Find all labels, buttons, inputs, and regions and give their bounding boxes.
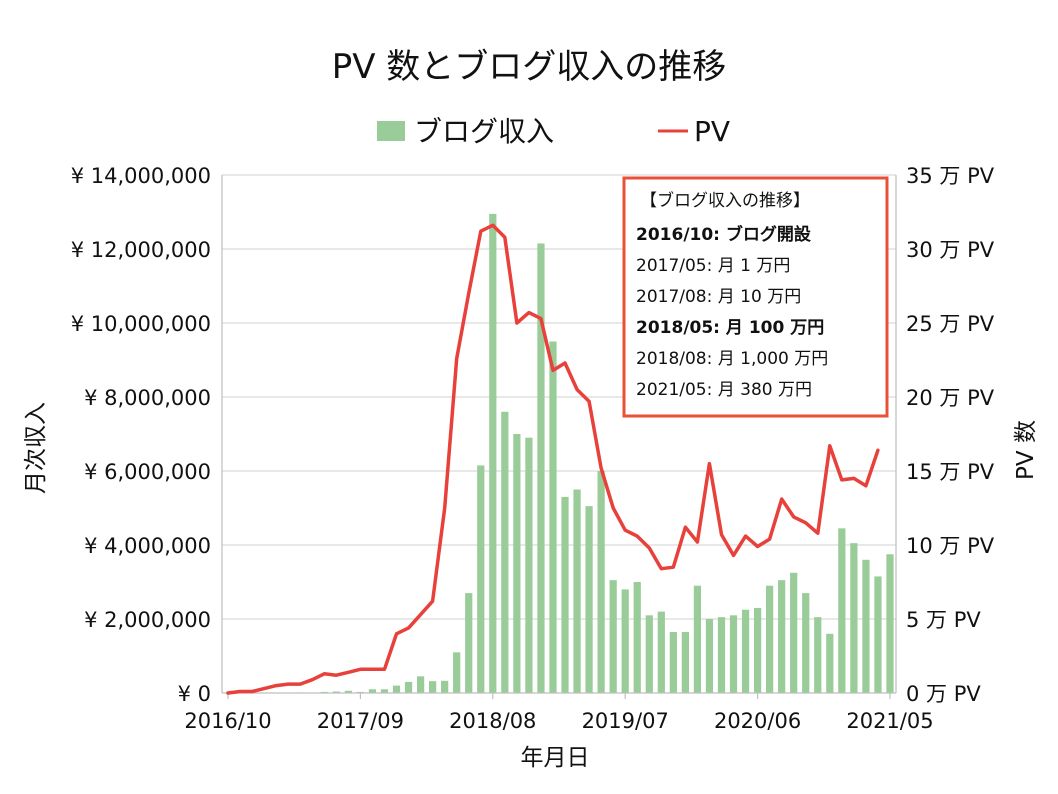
annotation-line: 2017/08: 月 10 万円 <box>636 287 801 307</box>
bar-2020-06 <box>753 607 762 693</box>
bar-2019-10 <box>657 611 665 693</box>
bar-2019-06 <box>609 580 617 693</box>
line-series <box>226 223 880 695</box>
x-tick-label: 2019/07 <box>582 709 669 733</box>
bar-2018-08 <box>489 213 497 693</box>
bar-2018-05 <box>453 652 461 693</box>
annotation-lines: 2016/10: ブログ開設 2017/05: 月 1 万円 2017/08: 月 … <box>636 224 828 400</box>
annotation-title: 【ブログ収入の推移】 <box>640 190 810 211</box>
legend-label-bar: ブログ収入 <box>414 115 554 148</box>
bar-2020-05 <box>741 609 750 693</box>
bar-2020-02 <box>705 619 714 693</box>
bar-2020-04 <box>729 615 738 693</box>
bar-2020-09 <box>790 572 798 693</box>
gridlines <box>222 174 896 620</box>
bar-2018-10 <box>513 434 521 693</box>
annotation-frame <box>622 176 889 418</box>
legend: ブログ収入 PV <box>377 115 730 148</box>
bar-2018-04 <box>441 680 449 693</box>
bar-2019-08 <box>633 582 641 693</box>
bar-2019-12 <box>681 631 689 693</box>
y-left-tick-label: ¥ 10,000,000 <box>71 312 211 336</box>
y-right-tick-label: 25 万 PV <box>906 312 995 336</box>
bar-2019-11 <box>669 631 677 693</box>
bar-2017-12 <box>392 685 401 693</box>
bar-2019-03 <box>573 489 581 693</box>
x-tick-label: 2021/05 <box>846 709 933 733</box>
bar-2020-11 <box>814 617 822 693</box>
y-axis-left-title: 月次収入 <box>23 402 49 494</box>
tick-labels: ¥ 0 0 万 PV ¥ 2,000,000 5 万 PV ¥ 4,000,000 10 … <box>71 164 995 733</box>
bar-2019-07 <box>621 589 629 693</box>
bar-2021-03 <box>862 559 870 693</box>
bar-2021-05 <box>886 554 894 693</box>
y-right-tick-label: 5 万 PV <box>906 608 981 632</box>
y-right-tick-label: 15 万 PV <box>906 460 995 484</box>
bar-2019-02 <box>561 496 569 693</box>
bar-2017-11 <box>380 689 389 693</box>
bar-2017-08 <box>344 690 352 693</box>
x-tick-label: 2016/10 <box>184 709 271 733</box>
pv-line <box>226 223 880 695</box>
annotation-line: 2021/05: 月 380 万円 <box>636 380 812 400</box>
bar-2021-01 <box>838 528 846 693</box>
bar-2020-01 <box>693 585 702 693</box>
y-left-tick-label: ¥ 6,000,000 <box>84 460 211 484</box>
bar-series <box>272 213 894 693</box>
bar-2019-04 <box>585 506 593 693</box>
x-tick-label: 2018/08 <box>449 709 536 733</box>
y-left-tick-label: ¥ 4,000,000 <box>84 534 211 558</box>
chart-title: PV 数とブログ収入の推移 <box>332 47 727 87</box>
axes <box>221 175 897 699</box>
bar-2018-03 <box>429 681 437 693</box>
x-tick-label: 2017/09 <box>317 709 404 733</box>
y-left-tick-label: ¥ 8,000,000 <box>84 386 211 410</box>
bar-2018-02 <box>416 676 425 693</box>
y-left-tick-label: ¥ 12,000,000 <box>71 238 211 262</box>
y-left-tick-label: ¥ 2,000,000 <box>84 608 211 632</box>
bar-2018-01 <box>404 681 413 693</box>
y-axis-right-title: PV 数 <box>1013 420 1039 480</box>
annotation-line: 2017/05: 月 1 万円 <box>636 256 790 276</box>
y-right-tick-label: 0 万 PV <box>906 682 981 706</box>
annotation-line: 2018/05: 月 100 万円 <box>636 318 824 338</box>
bar-2017-10 <box>368 689 377 693</box>
x-axis-title: 年月日 <box>521 745 590 771</box>
x-tick-label: 2020/06 <box>714 709 801 733</box>
bar-2018-07 <box>477 465 485 693</box>
bar-2020-10 <box>802 593 810 693</box>
bar-2020-12 <box>826 633 834 693</box>
bar-2018-09 <box>501 411 509 693</box>
y-right-tick-label: 20 万 PV <box>906 386 995 410</box>
y-right-tick-label: 30 万 PV <box>906 238 995 262</box>
y-left-tick-label: ¥ 14,000,000 <box>71 164 211 188</box>
bar-2020-07 <box>766 585 774 693</box>
bar-2021-04 <box>874 576 882 693</box>
bar-2018-12 <box>537 243 545 693</box>
y-right-tick-label: 10 万 PV <box>906 534 995 558</box>
bar-2019-09 <box>645 615 653 693</box>
annotation-line: 2018/08: 月 1,000 万円 <box>636 349 828 369</box>
legend-label-line: PV <box>694 115 730 148</box>
y-left-tick-label: ¥ 0 <box>178 682 211 706</box>
bar-2018-06 <box>465 593 473 693</box>
legend-swatch-bar <box>377 121 405 141</box>
bar-2019-05 <box>597 471 605 693</box>
bar-2017-07 <box>332 691 340 693</box>
annotation-line: 2016/10: ブログ開設 <box>636 224 812 245</box>
bar-2019-01 <box>549 341 557 693</box>
annotation-box: 【ブログ収入の推移】 2016/10: ブログ開設 2017/05: 月 1 万円… <box>622 176 889 418</box>
bar-2020-08 <box>778 580 786 693</box>
bar-2018-11 <box>525 437 533 693</box>
bar-2021-02 <box>850 543 858 693</box>
y-right-tick-label: 35 万 PV <box>906 164 995 188</box>
bar-2020-03 <box>717 617 726 693</box>
